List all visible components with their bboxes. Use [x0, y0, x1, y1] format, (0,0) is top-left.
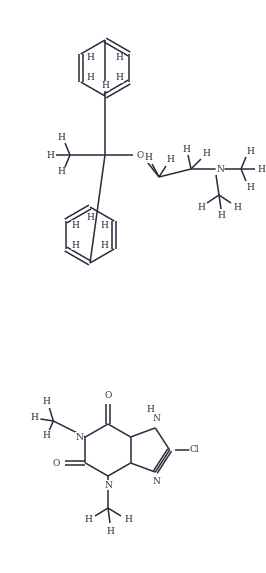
Text: H: H — [257, 164, 265, 174]
Text: H: H — [233, 202, 241, 211]
Text: H: H — [202, 150, 210, 159]
Text: H: H — [57, 134, 65, 143]
Text: H: H — [30, 414, 38, 422]
Text: O: O — [53, 458, 60, 468]
Text: H: H — [84, 516, 92, 524]
Text: H: H — [106, 527, 114, 536]
Text: H: H — [87, 73, 95, 83]
Text: H: H — [46, 151, 54, 159]
Text: H: H — [72, 241, 80, 249]
Text: H: H — [246, 182, 254, 191]
Text: H: H — [72, 221, 80, 230]
Text: H: H — [115, 53, 123, 62]
Text: N: N — [76, 433, 83, 442]
Text: H: H — [246, 147, 254, 155]
Text: N: N — [104, 481, 112, 489]
Text: N: N — [152, 414, 160, 423]
Text: H: H — [146, 406, 154, 414]
Text: H: H — [115, 73, 123, 83]
Text: Cl: Cl — [190, 445, 200, 454]
Text: H: H — [43, 431, 50, 441]
Text: N: N — [216, 164, 224, 174]
Text: O: O — [104, 391, 112, 399]
Text: H: H — [217, 211, 225, 221]
Text: H: H — [197, 202, 205, 211]
Text: H: H — [57, 167, 65, 176]
Text: O: O — [136, 151, 144, 159]
Text: H: H — [43, 397, 50, 406]
Text: H: H — [124, 516, 132, 524]
Text: H: H — [87, 53, 95, 62]
Text: H: H — [100, 241, 108, 249]
Text: H: H — [166, 155, 174, 164]
Text: H: H — [101, 81, 109, 91]
Text: H: H — [86, 214, 94, 222]
Text: N: N — [152, 477, 160, 485]
Text: H: H — [100, 221, 108, 230]
Text: H: H — [182, 144, 190, 154]
Text: H: H — [144, 154, 152, 163]
